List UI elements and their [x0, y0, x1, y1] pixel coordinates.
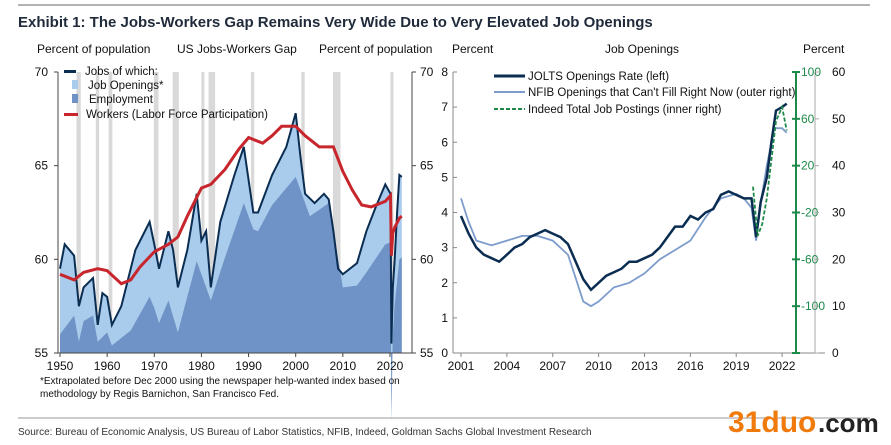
x-tick-label: 1970 — [141, 359, 168, 373]
recession-bar — [208, 72, 216, 353]
recession-bar — [172, 72, 179, 353]
recession-bar — [95, 72, 100, 353]
x-tick-label: 1990 — [235, 359, 262, 373]
recession-bar — [201, 72, 205, 353]
watermark: 31duo .com — [728, 406, 879, 439]
footnote-line-1: *Extrapolated before Dec 2000 using the … — [40, 376, 400, 387]
y-tick-label-left: 2 — [441, 276, 448, 290]
y-tick-label-left: 4 — [441, 206, 448, 220]
right-chart-title: Job Openings — [605, 42, 679, 56]
source-note: Source: Bureau of Economic Analysis, US … — [18, 427, 592, 438]
x-tick-label: 2022 — [769, 359, 796, 373]
exhibit-title: Exhibit 1: The Jobs-Workers Gap Remains … — [18, 14, 653, 31]
y-tick-label-outer-right: 40 — [832, 159, 846, 173]
x-tick-label: 2007 — [539, 359, 566, 373]
y-tick-label-outer-right: 0 — [832, 346, 839, 360]
y-tick-label-inner-right: -20 — [801, 206, 819, 220]
left-chart-ylabel-right: Percent of population — [319, 42, 432, 56]
recession-bar — [332, 72, 341, 353]
x-tick-label: 2001 — [448, 359, 475, 373]
jolts-line — [459, 102, 788, 292]
right-chart-ylabel-left: Percent — [452, 42, 494, 56]
y-tick-label-outer-right: 60 — [832, 65, 846, 79]
y-tick-label-outer-right: 10 — [832, 299, 846, 313]
x-tick-label: 1980 — [188, 359, 215, 373]
left-chart-ylabel-left: Percent of population — [37, 42, 150, 56]
legend-label-jolts: JOLTS Openings Rate (left) — [528, 71, 669, 83]
x-tick-label: 2019 — [723, 359, 750, 373]
recession-bar — [153, 72, 159, 353]
x-tick-label: 2004 — [494, 359, 521, 373]
legend-label-indeed: Indeed Total Job Postings (inner right) — [528, 104, 722, 116]
y-tick-label-left: 5 — [441, 170, 448, 184]
nfib-line — [460, 127, 788, 308]
x-tick-label: 2010 — [329, 359, 356, 373]
y-tick-label-inner-right: 60 — [801, 112, 815, 126]
footnote-line-2: methodology by Regis Barnichon, San Fran… — [40, 389, 279, 400]
right-chart-plot: 8765432101006020-20-60-10060504030201002… — [441, 65, 845, 373]
y-tick-label-left: 6 — [441, 135, 448, 149]
y-tick-label-left: 1 — [441, 311, 448, 325]
x-tick-label: 2010 — [585, 359, 612, 373]
y-tick-label-left: 3 — [441, 241, 448, 255]
recession-bar — [108, 72, 113, 353]
y-tick-label-outer-right: 30 — [832, 206, 846, 220]
y-tick-label-right: 70 — [420, 65, 434, 79]
y-tick-label-inner-right: 100 — [801, 65, 821, 79]
legend-swatch-workers — [64, 113, 78, 116]
watermark-brand: 31duo — [728, 406, 816, 439]
legend-swatch-jobs — [64, 70, 76, 73]
legend-swatch-openings — [72, 80, 78, 89]
jobs-line — [59, 112, 403, 344]
right-chart-legend: JOLTS Openings Rate (left) NFIB Openings… — [494, 71, 796, 116]
x-tick-label: 2013 — [631, 359, 658, 373]
y-tick-label-left: 55 — [35, 346, 49, 360]
y-tick-label-left: 60 — [35, 252, 49, 266]
y-tick-label-outer-right: 50 — [832, 112, 846, 126]
left-chart-title: US Jobs-Workers Gap — [177, 42, 297, 56]
y-tick-label-inner-right: -60 — [801, 252, 819, 266]
y-tick-label-left: 70 — [35, 65, 49, 79]
legend-label-openings: Job Openings* — [88, 80, 164, 92]
legend-swatch-employment — [72, 94, 78, 103]
recession-bar — [76, 72, 81, 353]
right-chart-ylabel-right: Percent — [803, 42, 845, 56]
employment-area — [60, 176, 402, 423]
indeed-line — [752, 104, 788, 237]
legend-label-nfib: NFIB Openings that Can't Fill Right Now … — [528, 87, 796, 99]
legend-label-workers: Workers (Labor Force Participation) — [86, 109, 268, 121]
y-tick-label-inner-right: -100 — [801, 299, 825, 313]
y-tick-label-left: 0 — [441, 346, 448, 360]
workers-line — [59, 124, 403, 286]
x-tick-label: 2016 — [677, 359, 704, 373]
y-tick-label-left: 8 — [441, 65, 448, 79]
y-tick-label-right: 55 — [420, 346, 434, 360]
y-tick-label-outer-right: 20 — [832, 252, 846, 266]
x-tick-label: 1950 — [47, 359, 74, 373]
y-tick-label-right: 65 — [420, 159, 434, 173]
y-tick-label-right: 60 — [420, 252, 434, 266]
legend-label-jobs: Jobs of which: — [85, 66, 158, 78]
y-tick-label-inner-right: 20 — [801, 159, 815, 173]
legend-label-employment: Employment — [89, 94, 154, 106]
y-tick-label-left: 65 — [35, 159, 49, 173]
x-tick-label: 1960 — [94, 359, 121, 373]
left-chart-legend: Jobs of which: Job Openings* Employment … — [64, 66, 268, 121]
x-tick-label: 2000 — [282, 359, 309, 373]
x-tick-label: 2020 — [377, 359, 404, 373]
watermark-suffix: .com — [818, 408, 879, 438]
y-tick-label-left: 7 — [441, 100, 448, 114]
